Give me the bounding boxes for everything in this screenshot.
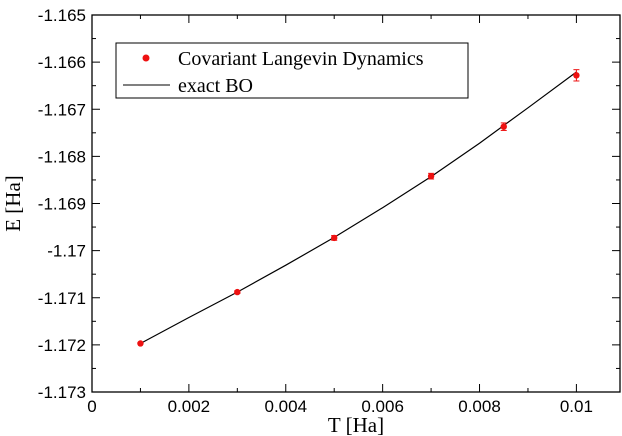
series [137, 69, 580, 347]
data-point [137, 340, 144, 347]
legend: Covariant Langevin Dynamics exact BO [115, 42, 469, 99]
y-tick-label: -1.171 [38, 289, 86, 308]
exact-bo-line [140, 71, 577, 345]
x-tick-label: 0.004 [264, 397, 307, 416]
data-point [234, 288, 241, 296]
x-tick-label: 0 [87, 397, 96, 416]
x-tick-label: 0.01 [560, 397, 593, 416]
data-point [427, 172, 435, 180]
y-axis-label: E [Ha] [1, 175, 25, 232]
y-tick-label: -1.165 [38, 6, 86, 25]
y-tick-label: -1.173 [38, 383, 86, 402]
x-axis-label: T [Ha] [328, 413, 384, 436]
x-tick-label: 0.002 [168, 397, 211, 416]
data-point [500, 123, 507, 130]
legend-label-covariant-langevin: Covariant Langevin Dynamics [178, 48, 424, 70]
legend-marker-covariant-langevin [142, 54, 150, 62]
y-tick-label: -1.17 [47, 242, 86, 261]
y-tick-label: -1.166 [38, 53, 86, 72]
data-point [573, 72, 580, 79]
ticks: 0 0.002 0.004 0.006 0.008 0.01 -1.173 -1.172 -1.… [38, 6, 620, 416]
x-tick-label: 0.008 [458, 397, 501, 416]
y-tick-label: -1.169 [38, 195, 86, 214]
y-tick-label: -1.172 [38, 336, 86, 355]
legend-label-exact-bo: exact BO [178, 75, 253, 97]
x-tick-label: 0.006 [361, 397, 404, 416]
data-point [331, 234, 338, 242]
legend-box [115, 42, 469, 99]
y-tick-label: -1.168 [38, 147, 86, 166]
y-tick-label: -1.167 [38, 100, 86, 119]
